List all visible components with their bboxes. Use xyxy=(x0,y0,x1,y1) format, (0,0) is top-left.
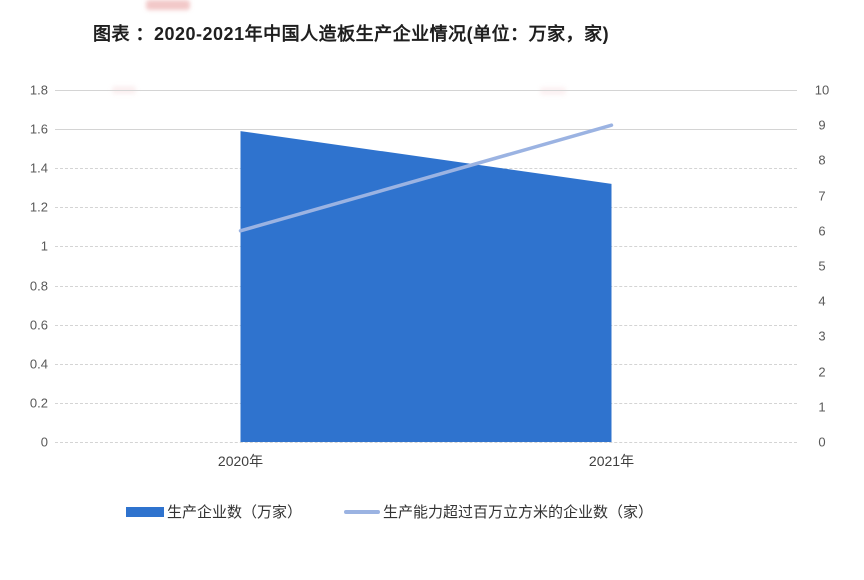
right-axis-tick: 7 xyxy=(818,188,826,204)
series-canvas xyxy=(238,123,614,443)
gridline xyxy=(55,442,797,443)
legend-item-line-series: 生产能力超过百万立方米的企业数（家） xyxy=(344,501,653,522)
legend-label: 生产企业数（万家） xyxy=(167,504,303,521)
x-axis-label: 2021年 xyxy=(588,453,635,469)
legend-label: 生产能力超过百万立方米的企业数（家） xyxy=(383,504,654,521)
line-series-swatch xyxy=(344,509,381,514)
right-axis-tick: 9 xyxy=(818,117,826,133)
watermark-artifact xyxy=(146,0,190,10)
right-axis-tick: 1 xyxy=(818,399,826,415)
left-axis-tick: 1.8 xyxy=(29,82,48,98)
line-series xyxy=(238,123,614,233)
right-axis-tick: 6 xyxy=(818,223,826,239)
left-axis-tick: 1.4 xyxy=(29,160,48,176)
x-axis-label: 2020年 xyxy=(217,453,264,469)
left-axis-tick: 1 xyxy=(40,238,48,254)
left-axis-tick: 1.6 xyxy=(29,121,48,137)
right-axis-tick: 8 xyxy=(818,152,826,168)
legend-item-area-series: 生产企业数（万家） xyxy=(126,501,302,522)
legend: 生产企业数（万家） 生产能力超过百万立方米的企业数（家） xyxy=(126,501,653,522)
gridline xyxy=(55,129,797,131)
gridline xyxy=(55,90,797,91)
right-axis-tick: 2 xyxy=(818,364,826,380)
left-axis-tick: 0.6 xyxy=(29,317,48,333)
right-axis-tick: 5 xyxy=(818,258,826,274)
left-axis-tick: 1.2 xyxy=(29,199,48,215)
left-axis-tick: 0 xyxy=(40,434,48,450)
left-axis-tick: 0.4 xyxy=(29,356,48,372)
left-axis-tick: 0.8 xyxy=(29,278,48,294)
chart-title: 图表 ：2020-2021年中国人造板生产企业情况(单位：万家，家) xyxy=(93,24,610,44)
area-series-swatch xyxy=(126,506,164,517)
left-axis-tick: 0.2 xyxy=(29,395,48,411)
right-axis-tick: 4 xyxy=(818,293,826,309)
plot-area xyxy=(55,90,797,443)
right-axis-tick: 3 xyxy=(818,328,826,344)
area-series xyxy=(240,131,612,443)
right-axis-tick: 10 xyxy=(814,82,830,98)
right-axis-tick: 0 xyxy=(818,434,826,450)
